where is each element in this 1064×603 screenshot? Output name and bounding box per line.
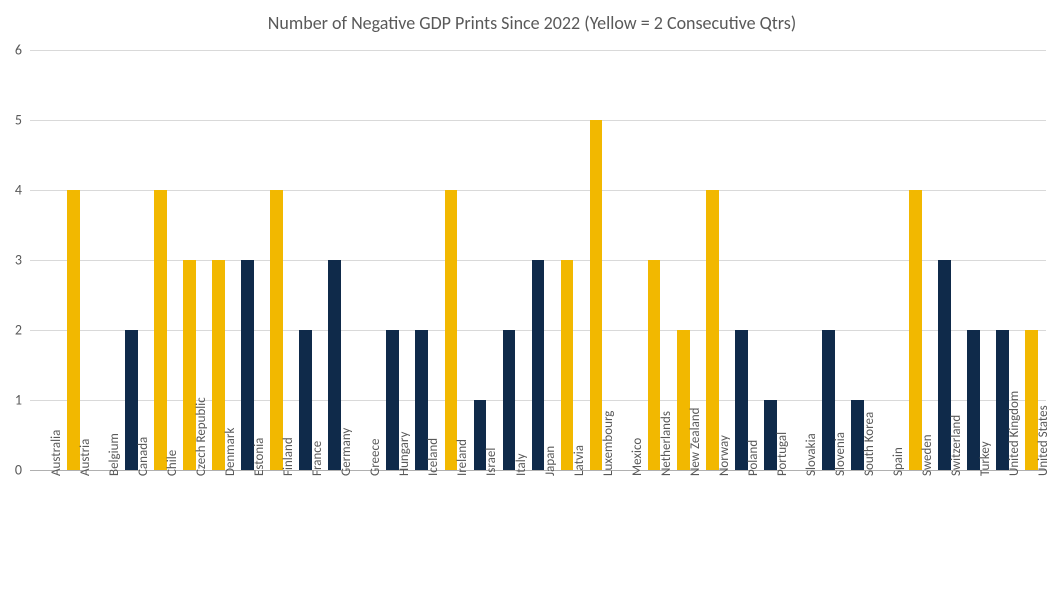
x-tick-label: South Korea <box>862 412 877 476</box>
x-tick-label: Germany <box>339 428 354 476</box>
x-tick-label: Sweden <box>920 434 935 476</box>
x-tick-label: Australia <box>49 430 64 476</box>
x-tick-label: Israel <box>484 448 499 476</box>
bar <box>67 190 80 470</box>
x-tick-label: Czech Republic <box>194 397 209 476</box>
x-tick-label: United Kingdom <box>1007 391 1022 476</box>
x-tick-label: Austria <box>78 439 93 476</box>
x-tick-label: Mexico <box>630 438 645 476</box>
chart-title: Number of Negative GDP Prints Since 2022… <box>0 12 1064 34</box>
y-tick-label: 5 <box>15 112 30 129</box>
x-tick-label: France <box>310 441 325 476</box>
plot-area: 0123456AustraliaAustriaBelgiumCanadaChil… <box>30 50 1046 470</box>
x-tick-label: United States <box>1036 405 1051 476</box>
x-tick-label: Estonia <box>252 438 267 476</box>
bar <box>503 330 516 470</box>
y-tick-label: 3 <box>15 252 30 269</box>
x-tick-label: Chile <box>165 450 180 476</box>
x-tick-label: Spain <box>891 447 906 476</box>
x-tick-label: Luxembourg <box>601 411 616 476</box>
y-tick-label: 1 <box>15 392 30 409</box>
x-tick-label: Norway <box>717 435 732 476</box>
x-tick-label: Hungary <box>397 432 412 476</box>
x-tick-label: Belgium <box>107 433 122 476</box>
bar <box>445 190 458 470</box>
x-tick-label: Latvia <box>572 445 587 476</box>
x-tick-label: Japan <box>543 446 558 476</box>
gridline <box>30 120 1046 121</box>
gridline <box>30 50 1046 51</box>
x-tick-label: Iceland <box>426 438 441 476</box>
x-tick-label: Netherlands <box>659 411 674 476</box>
bar <box>154 190 167 470</box>
bar <box>706 190 719 470</box>
y-tick-label: 4 <box>15 182 30 199</box>
y-tick-label: 2 <box>15 322 30 339</box>
chart-container: Number of Negative GDP Prints Since 2022… <box>0 0 1064 603</box>
bar <box>270 190 283 470</box>
gridline <box>30 190 1046 191</box>
x-tick-label: Denmark <box>223 428 238 476</box>
y-tick-label: 6 <box>15 42 30 59</box>
x-tick-label: Turkey <box>978 441 993 476</box>
x-tick-label: Greece <box>368 439 383 476</box>
x-tick-label: New Zealand <box>688 408 703 477</box>
x-tick-label: Ireland <box>455 439 470 476</box>
x-tick-label: Finland <box>281 437 296 476</box>
x-tick-label: Portugal <box>775 432 790 476</box>
x-tick-label: Poland <box>746 440 761 476</box>
x-tick-label: Slovakia <box>804 433 819 476</box>
y-tick-label: 0 <box>15 462 30 479</box>
x-tick-label: Slovenia <box>833 432 848 476</box>
x-tick-label: Italy <box>514 453 529 476</box>
bar <box>532 260 545 470</box>
bar <box>909 190 922 470</box>
bar <box>561 260 574 470</box>
x-tick-label: Switzerland <box>949 415 964 476</box>
x-tick-label: Canada <box>136 437 151 476</box>
